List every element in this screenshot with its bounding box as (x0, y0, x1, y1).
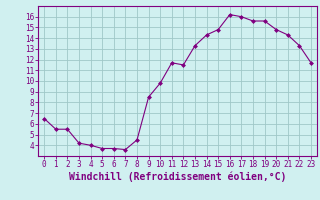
X-axis label: Windchill (Refroidissement éolien,°C): Windchill (Refroidissement éolien,°C) (69, 172, 286, 182)
